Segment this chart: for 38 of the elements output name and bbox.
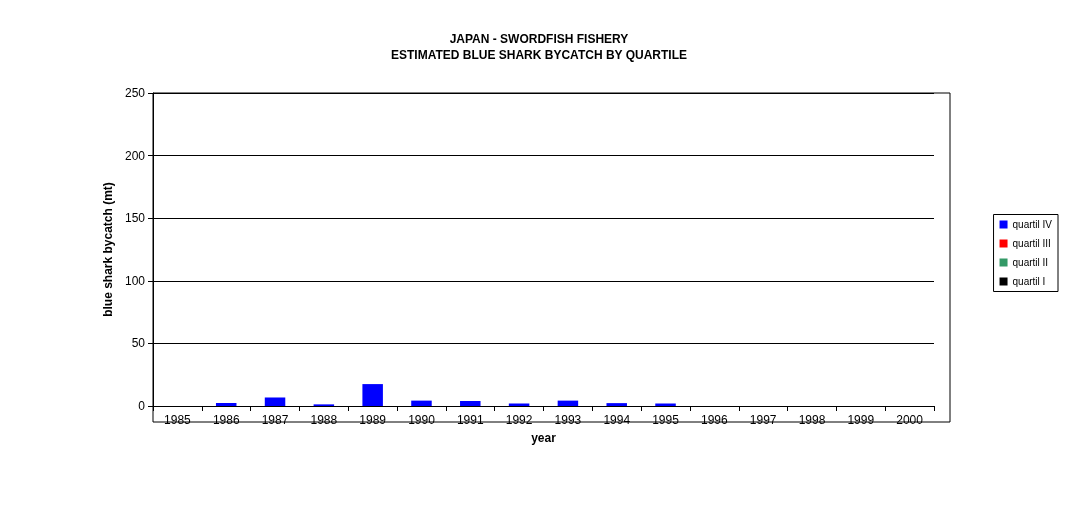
y-tick-label: 100 [124,273,146,288]
y-axis-title: blue shark bycatch (mt) [101,182,116,317]
x-tick-label: 1992 [505,413,533,427]
x-tick-label: 1995 [652,413,680,427]
bar [508,403,530,406]
y-tick-label: 50 [131,336,146,351]
legend-label: quartil I [1012,276,1046,287]
x-tick-label: 1986 [212,413,240,427]
bar [460,400,481,406]
bar [411,400,432,406]
bar [606,403,627,406]
x-tick-label: 1987 [261,413,289,427]
x-tick-label: 1991 [456,413,484,427]
y-tick-label: 200 [124,148,146,163]
legend-label: quartil II [1012,257,1049,268]
chart-title: JAPAN - SWORDFISH FISHERY ESTIMATED BLUE SHARK BYCATCH BY QUARTILE [390,32,688,62]
bar [655,403,676,406]
x-tick-label: 1994 [603,413,631,427]
x-tick-label: 1985 [164,413,192,427]
x-tick-label: 1997 [749,413,777,427]
bar [264,397,286,406]
legend-label: quartil III [1012,238,1051,249]
x-tick-label: 1996 [700,413,729,427]
y-tick-label: 0 [138,399,146,413]
legend-label: quartil IV [1012,219,1053,230]
y-tick-label: 150 [124,211,146,226]
x-tick-label: 1999 [847,413,875,427]
bar [557,400,579,406]
x-axis-title: year [531,431,557,445]
x-tick-label: 1998 [798,413,826,427]
x-tick-label: 1993 [554,413,582,427]
bar [215,403,237,406]
x-tick-label: 2000 [896,413,924,427]
bar [362,384,383,406]
x-tick-label: 1990 [408,413,436,427]
y-tick-label: 250 [124,86,146,100]
x-tick-label: 1989 [359,413,387,427]
x-tick-label: 1988 [310,413,338,427]
